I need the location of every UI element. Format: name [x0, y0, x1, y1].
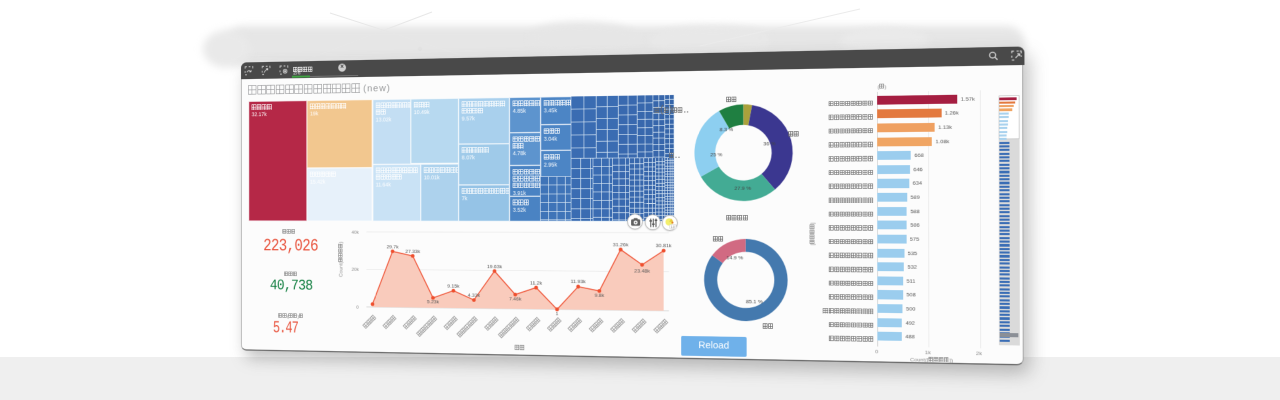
svg-text:9.15k: 9.15k: [447, 283, 460, 290]
svg-text:29.7k: 29.7k: [387, 244, 400, 250]
svg-text:1: 1: [556, 311, 559, 318]
svg-text:11.93k: 11.93k: [571, 279, 587, 286]
svg-text:1.0: 1.0: [671, 224, 676, 228]
svg-text:23.48k: 23.48k: [634, 268, 650, 275]
svg-text:9.8k: 9.8k: [594, 292, 604, 299]
svg-text:0: 0: [356, 304, 359, 309]
svg-text:7.46k: 7.46k: [509, 296, 522, 303]
svg-text:40k: 40k: [352, 230, 360, 235]
svg-text:19.63k: 19.63k: [487, 264, 503, 271]
svg-text:31.26k: 31.26k: [613, 242, 629, 249]
svg-text:30.81k: 30.81k: [656, 243, 673, 250]
svg-text:5.23k: 5.23k: [427, 299, 440, 306]
svg-text:4.33k: 4.33k: [468, 292, 481, 299]
svg-text:20k: 20k: [352, 267, 360, 272]
svg-text:11.2k: 11.2k: [530, 280, 543, 287]
svg-text:27.33k: 27.33k: [405, 248, 420, 254]
